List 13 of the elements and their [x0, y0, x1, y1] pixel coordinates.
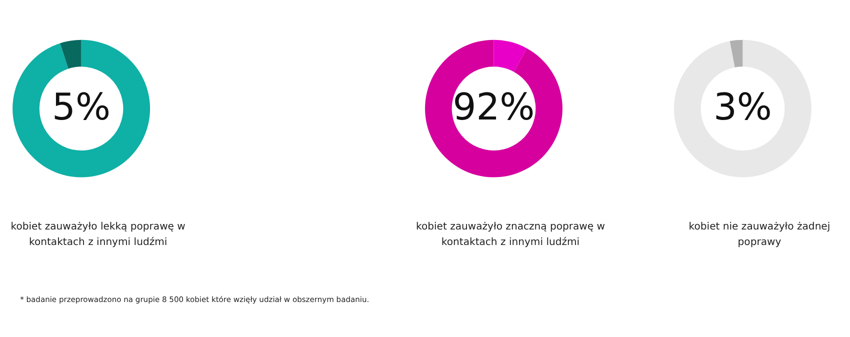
text: kobiet zauważyło lekką poprawę w kontaktach z innymi ludźmi	[10, 221, 186, 248]
text: * badanie przeprowadzono na grupie 8 500 kobiet które wzięły udział w obszernym badaniu.	[20, 295, 370, 304]
text: kobiet nie zauważyło żadnej poprawy	[688, 221, 830, 248]
data-label: 92%	[452, 85, 535, 128]
donut-slice	[730, 40, 743, 68]
data-label: 5%	[52, 85, 111, 128]
text: kobiet zauważyło znaczną poprawę w kontaktach z innymi ludźmi	[416, 221, 606, 248]
donut-slice	[60, 40, 82, 69]
data-label: 3%	[713, 85, 772, 128]
donut-slice	[12, 40, 150, 178]
donut-slice	[674, 40, 812, 178]
donut-slice	[494, 40, 527, 72]
donut-slice	[425, 40, 562, 178]
